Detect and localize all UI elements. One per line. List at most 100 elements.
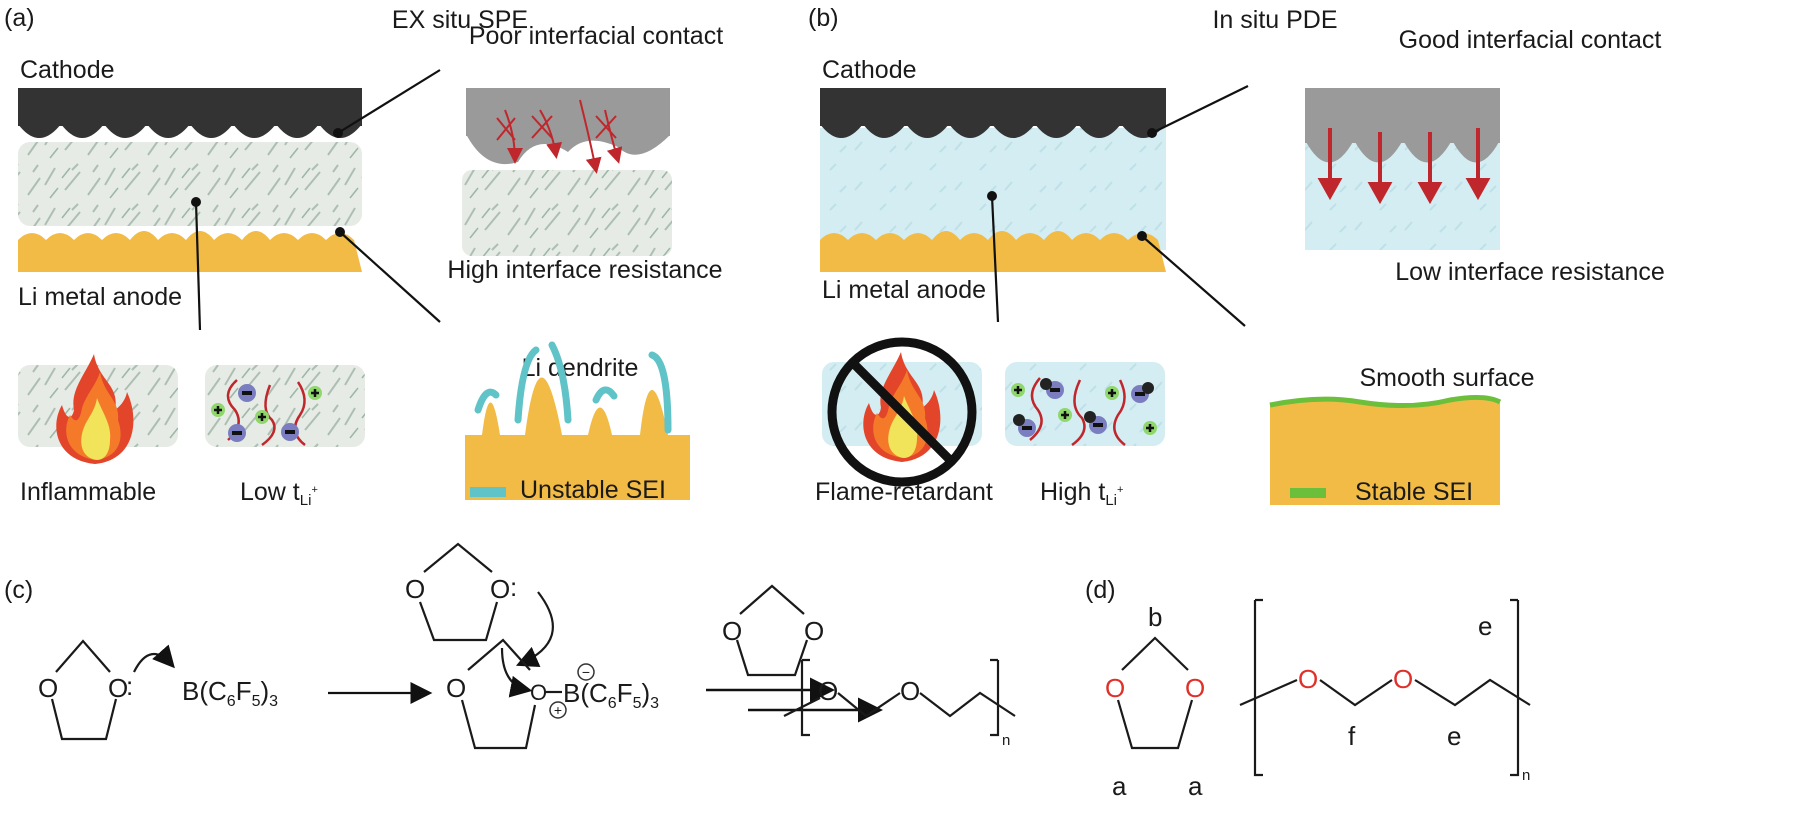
cation-icon [211,403,225,417]
svg-text:O: O [446,673,466,703]
panel-label: (b) [808,4,839,32]
anion-icon [1084,411,1107,434]
svg-text:O: O [108,673,128,703]
anion-icon [1040,378,1064,399]
flame-caption: Flame-retardant [815,478,993,506]
leader-dot [191,197,201,207]
panel-title: In situ PDE [1212,6,1337,34]
panel-label: (a) [4,4,35,32]
anode-layer [820,231,1166,272]
peak-label-a: a [1188,771,1203,801]
panel-b: (b) In situ PDE Cathode Li metal anode G… [808,4,1665,509]
anion-icon [228,424,246,442]
svg-text:O: O [1393,664,1413,694]
cation-icon [1058,408,1072,422]
anion-icon [238,384,256,402]
cathode-label: Cathode [822,56,917,84]
leader-dot [987,191,997,201]
panel-c: (c) O O : B(C6F5)3 O O : O O − [4,542,1016,750]
anode-label: Li metal anode [822,276,986,304]
svg-text:O: O [490,574,510,604]
anion-icon [1131,382,1154,403]
dioxolane-molecule: O O [722,584,824,677]
activated-dioxolane: O O − + B(C6F5)3 [446,638,659,750]
dioxolane-molecule: O O : [38,639,133,741]
solid-electrolyte-layer [18,142,362,226]
svg-text::: : [510,572,517,602]
peak-label-a: a [1112,771,1127,801]
flame-caption: Inflammable [20,478,156,506]
good-contact-illustration [1305,88,1500,250]
cathode-layer [18,88,362,138]
catalyst-formula: B(C6F5)3 [182,676,278,710]
legend-label: Stable SEI [1355,478,1473,506]
leader-line [1141,235,1246,327]
contact-caption: High interface resistance [447,256,722,284]
leader-dot [1137,231,1147,241]
negative-charge: − [582,664,590,680]
panel-label: (d) [1085,576,1116,604]
dendrite-illustration [465,341,690,500]
svg-text:O: O [1185,673,1205,703]
svg-text:O: O [530,680,547,705]
transference-caption: Low tLi+ [240,478,318,509]
anode-label: Li metal anode [18,283,182,311]
cation-icon [308,386,322,400]
anion-icon [1013,414,1036,437]
cation-icon [1011,383,1025,397]
panel-label: (c) [4,576,33,604]
peak-label-b: b [1148,602,1162,632]
contact-title: Good interfacial contact [1399,26,1662,54]
leader-dot [1147,128,1157,138]
panel-d: (d) O O b a a O O f e e n [1085,576,1531,801]
positive-charge: + [554,702,562,718]
leader-line [990,195,1000,323]
curved-arrow [515,591,554,668]
prohibited-icon [827,337,977,487]
polydioxolane-polymer: O O n [783,658,1016,749]
peak-label-e: e [1447,721,1461,751]
dioxolane-molecule: O O : [405,542,517,642]
dioxolane-nmr-assignment: O O b a a [1105,602,1205,801]
leader-line [1151,85,1249,134]
catalyst-formula: B(C6F5)3 [563,678,659,712]
cation-icon [1105,386,1119,400]
svg-text:O: O [804,616,824,646]
leader-line [194,201,202,331]
svg-text:O: O [1298,664,1318,694]
svg-text:n: n [1002,732,1010,749]
cathode-label: Cathode [20,56,115,84]
peak-label-f: f [1348,721,1356,751]
curved-arrow [133,644,175,673]
anion-icon [281,423,299,441]
surface-title: Smooth surface [1359,364,1534,392]
cation-icon [1143,421,1157,435]
svg-text:O: O [405,574,425,604]
poor-contact-illustration [462,88,672,256]
leader-line [337,69,441,134]
inflammable-box [18,354,178,464]
contact-caption: Low interface resistance [1395,258,1665,286]
legend-label: Unstable SEI [520,476,666,504]
cation-icon [255,410,269,424]
panel-a: (a) EX situ SPE Cathode Li metal anode P… [4,4,723,509]
smooth-surface-illustration [1269,394,1502,505]
svg-text:O: O [1105,673,1125,703]
svg-text:O: O [900,676,920,706]
svg-text:O: O [722,616,742,646]
polymer-nmr-assignment: O O f e e n [1239,598,1531,784]
svg-text:n: n [1522,767,1530,784]
leader-dot [333,128,343,138]
leader-line [339,231,441,323]
legend-swatch-unstable-sei [470,487,506,497]
svg-text:O: O [818,676,838,706]
high-transference-box [1005,362,1165,447]
cathode-layer [820,88,1166,138]
leader-dot [335,227,345,237]
legend-swatch-stable-sei [1290,488,1326,498]
contact-title: Poor interfacial contact [469,22,723,50]
svg-text:O: O [38,673,58,703]
anode-layer [18,231,362,272]
dendrite-title: Li dendrite [522,354,639,382]
